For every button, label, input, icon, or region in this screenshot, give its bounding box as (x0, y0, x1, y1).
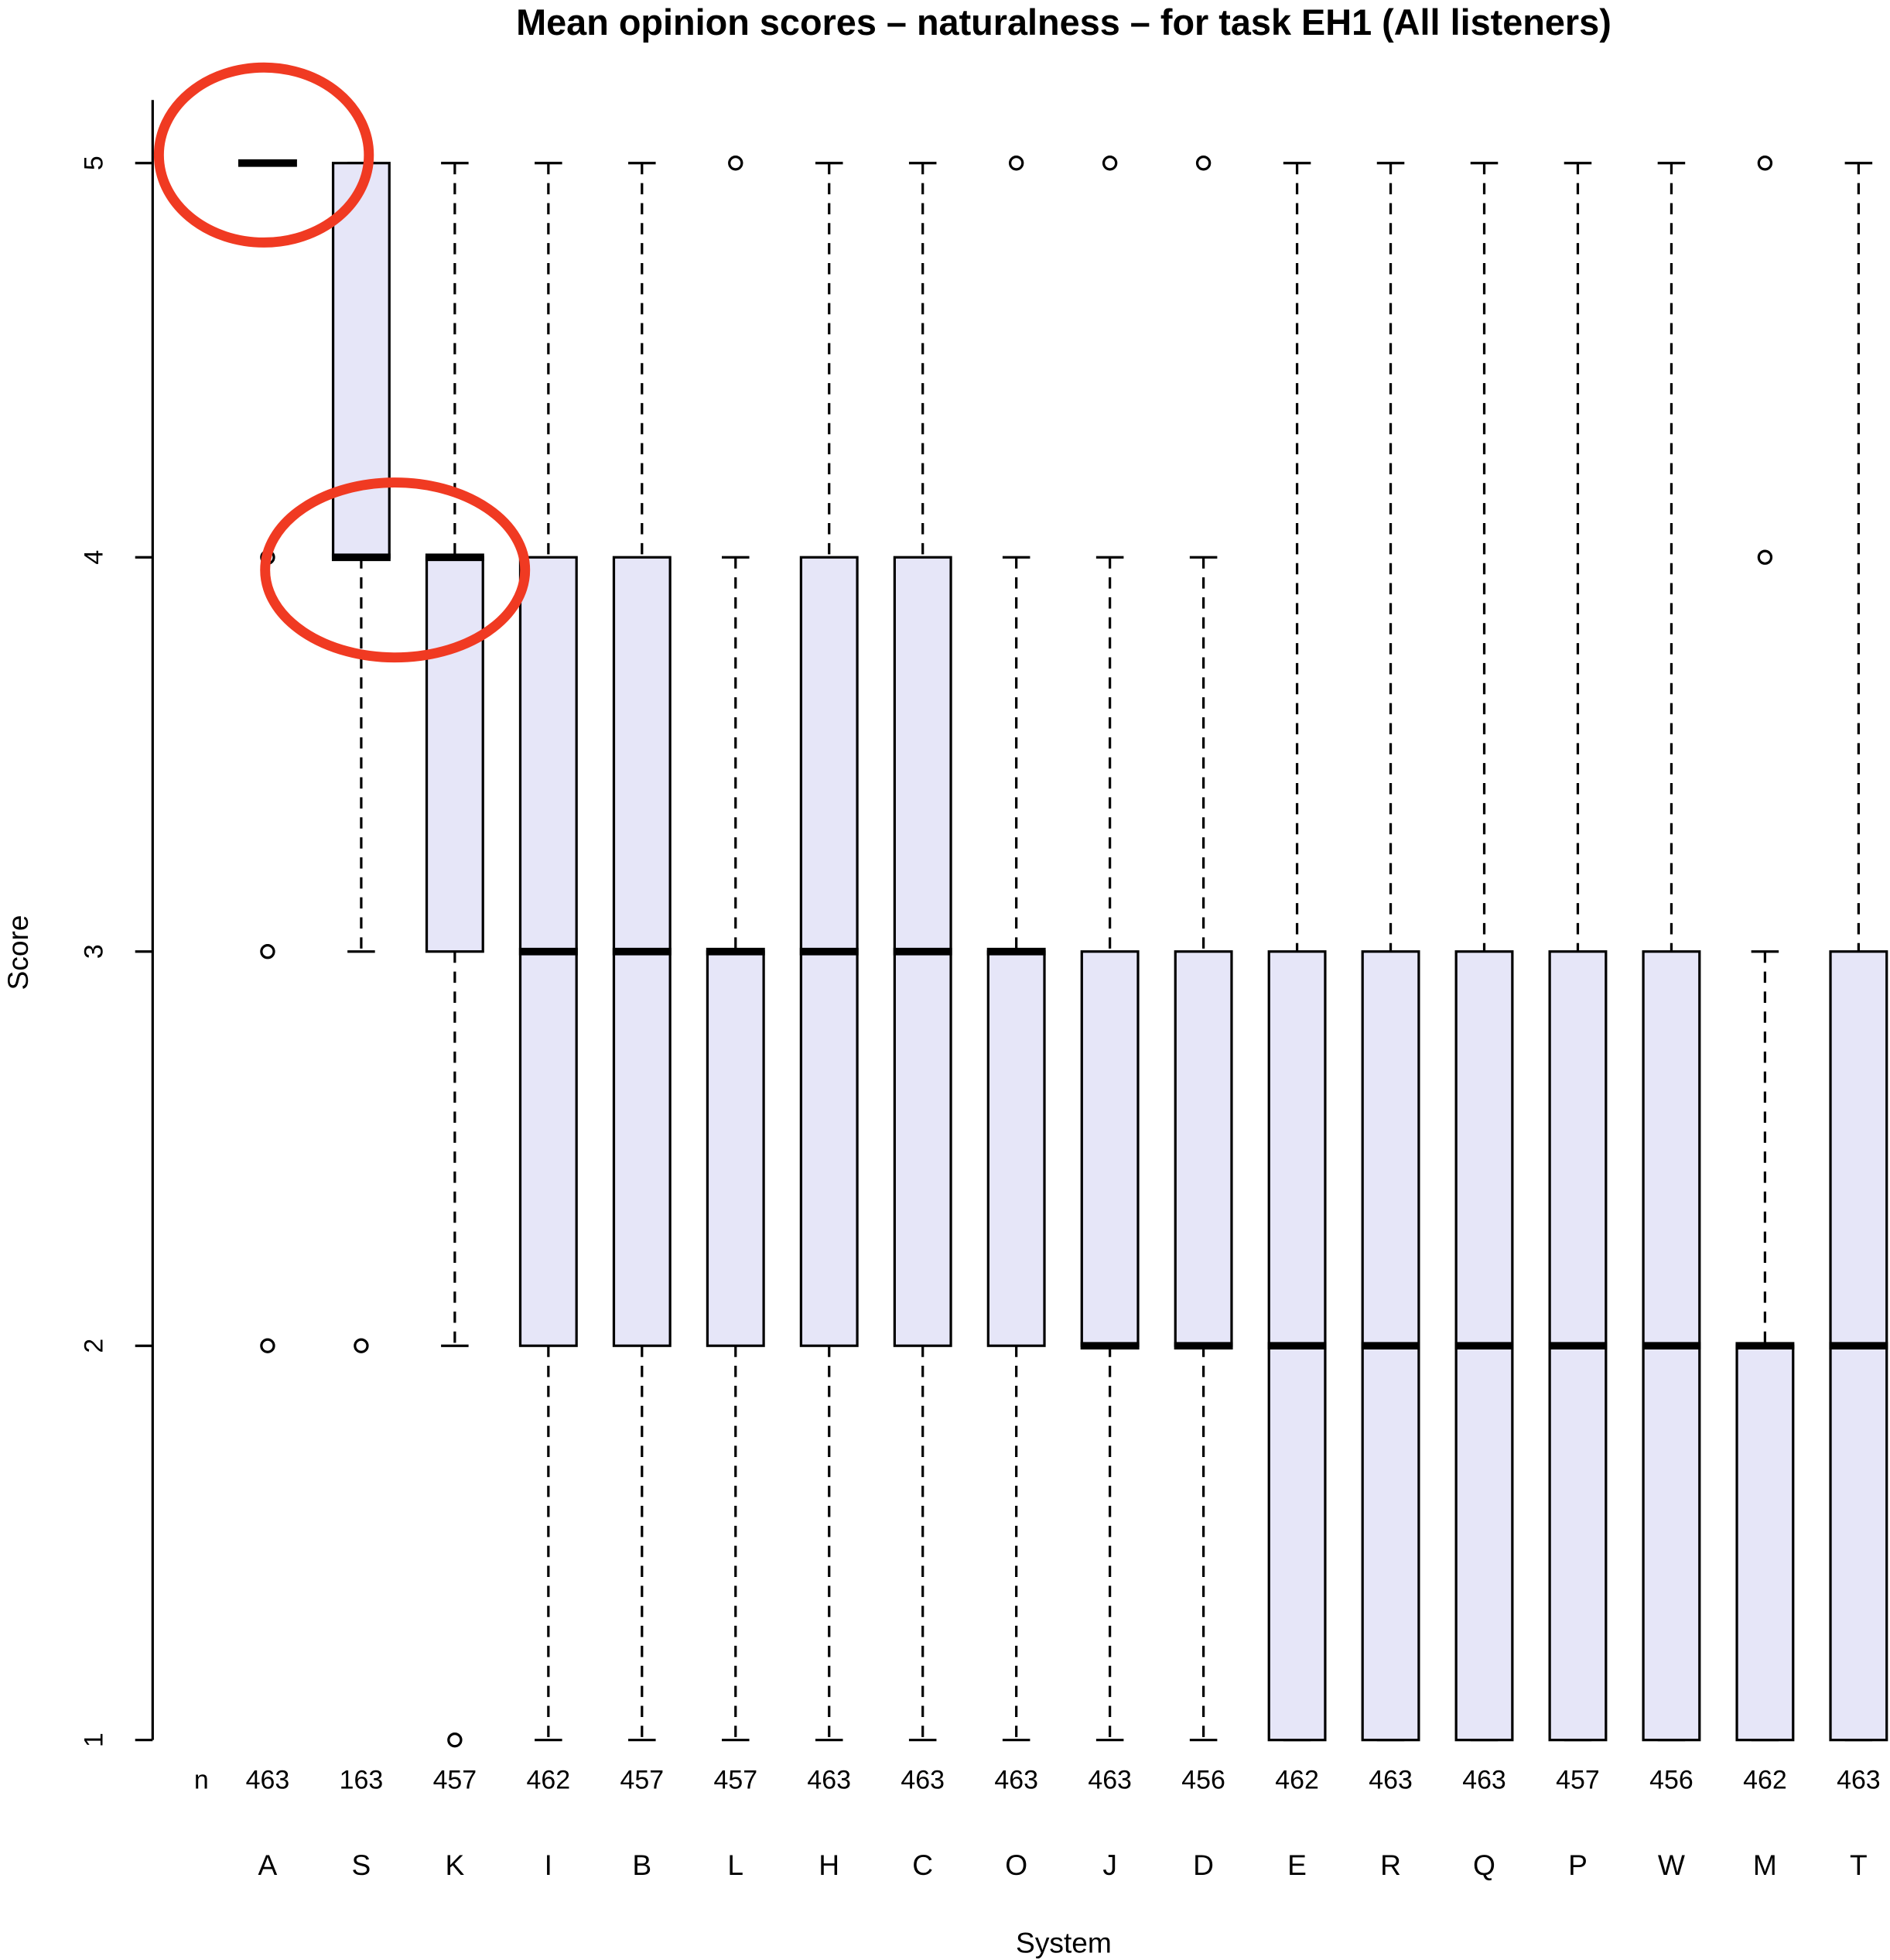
x-tick-label: E (1287, 1849, 1307, 1881)
outlier (260, 1338, 275, 1353)
y-tick-label: 3 (80, 944, 109, 959)
plot-area: 1 2 3 4 5 463 A 163 S 457 K 462 I 457 B 457 L 463 H 463 C 463… (80, 100, 1888, 1881)
x-tick-label: D (1193, 1849, 1214, 1881)
x-tick-label: K (445, 1849, 464, 1881)
x-tick-label: A (258, 1849, 278, 1881)
highlight-circle (260, 477, 531, 663)
count-value: 462 (527, 1766, 571, 1795)
highlight-circle (153, 62, 374, 248)
box (331, 162, 391, 559)
outlier (354, 1338, 369, 1353)
count-value: 463 (1369, 1766, 1413, 1795)
x-tick-label: M (1753, 1849, 1777, 1881)
count-value: 463 (994, 1766, 1038, 1795)
y-axis-label: Score (2, 915, 34, 990)
count-value: 463 (1837, 1766, 1881, 1795)
x-tick-label: R (1380, 1849, 1401, 1881)
outlier (1008, 156, 1024, 171)
count-value: 456 (1649, 1766, 1693, 1795)
outlier (1757, 549, 1773, 565)
count-value: 463 (807, 1766, 851, 1795)
outlier (728, 156, 743, 171)
count-value: 462 (1743, 1766, 1787, 1795)
count-value: 163 (340, 1766, 384, 1795)
box (706, 950, 765, 1347)
x-tick-label: I (545, 1849, 552, 1881)
count-value: 457 (433, 1766, 477, 1795)
x-tick-label: Q (1473, 1849, 1495, 1881)
count-value: 457 (1556, 1766, 1600, 1795)
x-tick-label: C (912, 1849, 933, 1881)
outlier (1195, 156, 1212, 171)
x-tick-label: S (352, 1849, 371, 1881)
outlier (447, 1732, 463, 1748)
box (1080, 950, 1140, 1347)
outlier (1757, 156, 1773, 171)
y-tick-label: 4 (80, 550, 109, 565)
outlier (260, 944, 275, 959)
outlier (1102, 156, 1118, 171)
y-tick-label: 1 (80, 1733, 109, 1747)
y-tick-label: 5 (80, 156, 109, 170)
count-value: 457 (620, 1766, 665, 1795)
box (986, 950, 1046, 1347)
count-value: 457 (713, 1766, 757, 1795)
count-value: 456 (1181, 1766, 1225, 1795)
count-value: 463 (246, 1766, 290, 1795)
count-value: 463 (901, 1766, 945, 1795)
box (1735, 1344, 1795, 1742)
x-tick-label: B (632, 1849, 651, 1881)
x-tick-label: H (819, 1849, 839, 1881)
y-tick-label: 2 (80, 1339, 109, 1353)
count-value: 462 (1275, 1766, 1319, 1795)
count-value: 463 (1088, 1766, 1132, 1795)
chart-title: Mean opinion scores – naturalness – for … (516, 2, 1611, 43)
x-tick-label: L (727, 1849, 743, 1881)
count-value: 463 (1462, 1766, 1506, 1795)
x-tick-label: O (1005, 1849, 1027, 1881)
x-tick-label: J (1102, 1849, 1117, 1881)
x-tick-label: P (1568, 1849, 1588, 1881)
x-axis-label: System (1016, 1926, 1112, 1958)
count-label: n (194, 1766, 209, 1795)
x-tick-label: T (1850, 1849, 1868, 1881)
box (425, 556, 484, 953)
x-tick-label: W (1658, 1849, 1685, 1881)
box (1174, 950, 1233, 1347)
